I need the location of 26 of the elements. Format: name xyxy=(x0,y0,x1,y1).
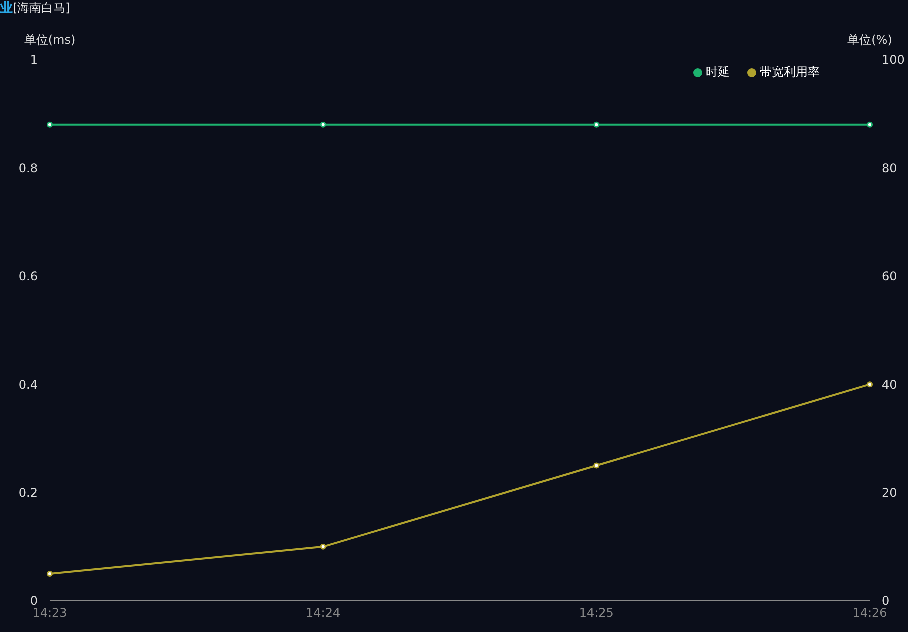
point xyxy=(46,570,54,577)
y2-tick-label: 80 xyxy=(882,161,898,176)
point xyxy=(594,462,600,469)
y-axis-title: 单位(ms) xyxy=(24,33,76,47)
x-tick-label: 14:26 xyxy=(852,606,888,620)
y2-tick-label: 60 xyxy=(882,270,898,284)
point xyxy=(866,382,874,388)
y-tick-label: 0 xyxy=(30,594,38,608)
y2-tick-label: 20 xyxy=(882,486,898,500)
y2-tick-label: 100 xyxy=(882,53,905,68)
legend-label: 带宽利用率 xyxy=(760,65,820,80)
y2-axis-title: 单位(%) xyxy=(848,33,892,47)
y2-tick-label: 40 xyxy=(882,378,898,392)
legend-label: 时延 xyxy=(706,65,730,80)
y-tick-label: 0.8 xyxy=(18,161,38,176)
y-tick-label: 0.6 xyxy=(18,270,38,284)
x-tick-label: 14:25 xyxy=(579,606,614,620)
x-tick-label: 14:23 xyxy=(32,606,68,620)
y2-tick-label: 0 xyxy=(882,594,890,608)
chart-title: 业 xyxy=(0,1,13,16)
x-tick-label: 14:24 xyxy=(306,606,341,620)
y-tick-label: 1 xyxy=(30,53,38,68)
y-tick-label: 0.2 xyxy=(18,486,38,500)
point xyxy=(320,544,326,550)
y-tick-label: 0.4 xyxy=(18,378,38,392)
chart-subtitle: [海南白马] xyxy=(13,1,70,15)
